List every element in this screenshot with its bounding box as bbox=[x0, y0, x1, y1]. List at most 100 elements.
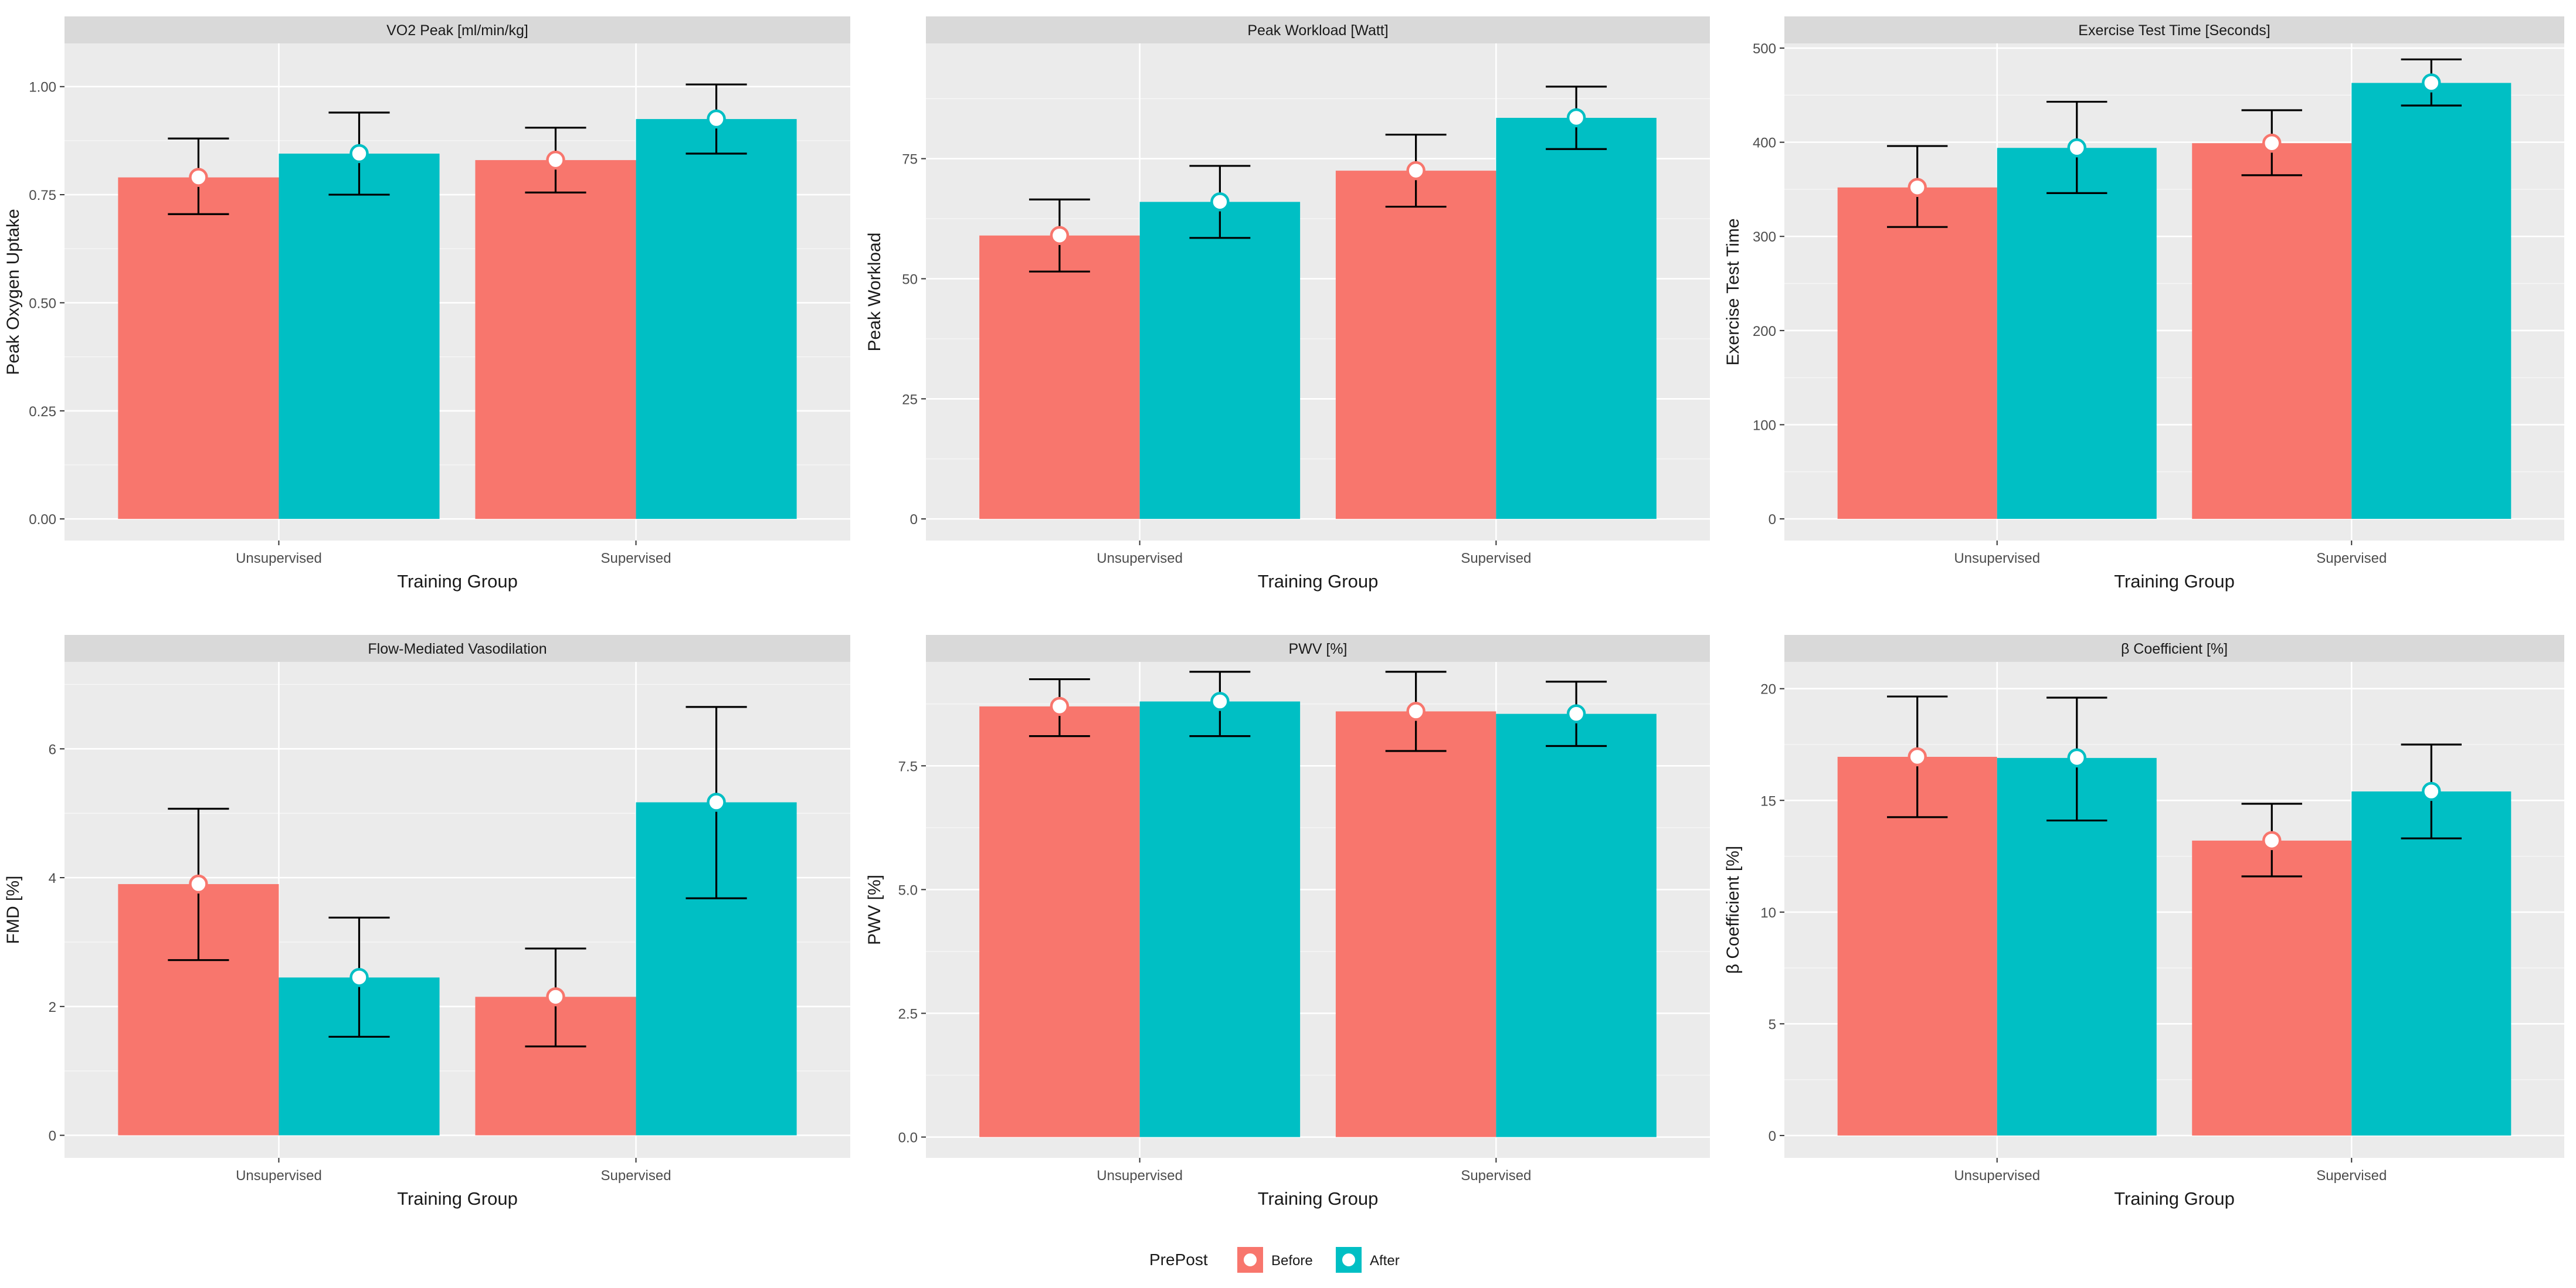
legend-key-after bbox=[1336, 1247, 1362, 1273]
bar-after-unsupervised bbox=[1997, 148, 2157, 519]
x-axis-title: Training Group bbox=[1258, 1188, 1379, 1209]
y-tick-label: 400 bbox=[1753, 135, 1776, 151]
x-tick-label: Unsupervised bbox=[1954, 1168, 2040, 1184]
mean-point-after-supervised bbox=[1568, 110, 1584, 126]
y-tick-label: 7.5 bbox=[898, 759, 918, 774]
y-tick-label: 6 bbox=[49, 742, 56, 757]
bar-before-supervised bbox=[475, 160, 636, 519]
mean-point-before-unsupervised bbox=[1051, 227, 1068, 244]
chart-panel-6: β Coefficient [%]05101520Unsupervised Sup… bbox=[1723, 635, 2564, 1209]
y-tick-label: 2 bbox=[49, 1000, 56, 1015]
x-tick-label: Supervised bbox=[601, 550, 671, 566]
facet-title: PWV [%] bbox=[1288, 641, 1347, 657]
y-tick-label: 25 bbox=[902, 392, 918, 407]
bar-before-supervised bbox=[2192, 143, 2351, 519]
y-tick-label: 1.00 bbox=[29, 80, 56, 96]
y-tick-label: 200 bbox=[1753, 324, 1776, 339]
legend-marker-after bbox=[1341, 1252, 1356, 1267]
mean-point-before-supervised bbox=[2263, 135, 2280, 151]
bar-before-unsupervised bbox=[1838, 188, 1997, 519]
mean-point-after-supervised bbox=[708, 111, 725, 127]
x-tick-label: Supervised bbox=[601, 1168, 671, 1184]
mean-point-before-supervised bbox=[548, 988, 564, 1005]
mean-point-after-unsupervised bbox=[351, 145, 368, 162]
y-axis-title: β Coefficient [%] bbox=[1723, 846, 1743, 974]
bar-after-unsupervised bbox=[1140, 202, 1300, 519]
mean-point-after-supervised bbox=[2423, 783, 2439, 800]
y-tick-label: 0 bbox=[910, 512, 918, 528]
x-tick-label: Unsupervised bbox=[236, 550, 322, 566]
y-tick-label: 50 bbox=[902, 271, 918, 287]
mean-point-before-supervised bbox=[1408, 162, 1424, 179]
bar-after-supervised bbox=[636, 119, 797, 519]
mean-point-after-supervised bbox=[708, 794, 725, 811]
bar-after-supervised bbox=[2351, 791, 2511, 1136]
y-tick-label: 75 bbox=[902, 152, 918, 168]
facet-title: Peak Workload [Watt] bbox=[1247, 22, 1388, 39]
mean-point-before-unsupervised bbox=[190, 876, 206, 892]
x-tick-label: Unsupervised bbox=[236, 1168, 322, 1184]
y-tick-label: 0 bbox=[1769, 1129, 1776, 1144]
bar-before-unsupervised bbox=[979, 236, 1139, 519]
x-axis-title: Training Group bbox=[1258, 571, 1379, 592]
y-tick-label: 0 bbox=[49, 1129, 56, 1144]
y-tick-label: 300 bbox=[1753, 229, 1776, 245]
mean-point-before-unsupervised bbox=[1909, 749, 1926, 765]
y-tick-label: 5 bbox=[1769, 1017, 1776, 1032]
y-tick-label: 15 bbox=[1760, 793, 1776, 809]
y-tick-label: 2.5 bbox=[898, 1006, 918, 1022]
chart-panel-1: VO2 Peak [ml/min/kg] 0.00 0.25 0.50 0.75 1.00… bbox=[4, 16, 850, 592]
y-tick-label: 500 bbox=[1753, 41, 1776, 57]
mean-point-after-supervised bbox=[2423, 74, 2439, 91]
x-axis-title: Training Group bbox=[2114, 1188, 2235, 1209]
y-tick-label: 0 bbox=[1769, 512, 1776, 528]
x-tick-label: Unsupervised bbox=[1097, 550, 1183, 566]
mean-point-after-unsupervised bbox=[2069, 140, 2085, 156]
chart-panel-3: Exercise Test Time [Seconds] 0 100 200 300 40… bbox=[1723, 16, 2564, 592]
facet-title: Exercise Test Time [Seconds] bbox=[2078, 22, 2270, 39]
mean-point-before-unsupervised bbox=[1051, 698, 1068, 715]
y-tick-label: 10 bbox=[1760, 905, 1776, 921]
y-tick-label: 0.0 bbox=[898, 1130, 918, 1146]
chart-panel-5: PWV [%]0.02.55.07.5Unsupervised Supervise… bbox=[865, 635, 1710, 1209]
bar-before-supervised bbox=[1336, 171, 1496, 519]
y-axis-title: Exercise Test Time bbox=[1723, 218, 1743, 365]
bar-before-supervised bbox=[2192, 841, 2351, 1136]
y-tick-label: 0.75 bbox=[29, 188, 56, 203]
mean-point-after-supervised bbox=[1568, 706, 1584, 722]
legend-marker-before bbox=[1243, 1252, 1258, 1267]
legend-title: PrePost bbox=[1149, 1250, 1208, 1269]
mean-point-before-supervised bbox=[1408, 703, 1424, 719]
x-tick-label: Supervised bbox=[1461, 550, 1531, 566]
y-tick-label: 5.0 bbox=[898, 882, 918, 898]
mean-point-after-unsupervised bbox=[1211, 193, 1228, 210]
y-tick-label: 100 bbox=[1753, 417, 1776, 433]
y-axis-title: PWV [%] bbox=[865, 875, 884, 945]
legend-label-after: After bbox=[1370, 1253, 1400, 1269]
mean-point-after-unsupervised bbox=[2069, 750, 2085, 766]
x-tick-label: Supervised bbox=[1461, 1168, 1531, 1184]
y-axis-title: Peak Oxygen Uptake bbox=[4, 209, 23, 375]
x-axis-title: Training Group bbox=[2114, 571, 2235, 592]
bar-after-supervised bbox=[2351, 83, 2511, 519]
y-tick-label: 0.25 bbox=[29, 404, 56, 420]
legend-label-before: Before bbox=[1271, 1253, 1313, 1269]
mean-point-after-unsupervised bbox=[351, 969, 368, 985]
legend-key-before bbox=[1237, 1247, 1263, 1273]
bar-after-unsupervised bbox=[1140, 702, 1300, 1137]
mean-point-before-unsupervised bbox=[190, 169, 206, 186]
facet-title: Flow-Mediated Vasodilation bbox=[368, 641, 547, 657]
chart-panel-4: Flow-Mediated Vasodilation 0 2 4 6 Unsupervis… bbox=[4, 635, 850, 1209]
y-tick-label: 0.50 bbox=[29, 295, 56, 311]
bar-after-supervised bbox=[1496, 714, 1656, 1137]
mean-point-before-unsupervised bbox=[1909, 179, 1926, 196]
chart-panel-2: Peak Workload [Watt] 0 25 50 75 Unsupervised S… bbox=[865, 16, 1710, 592]
y-axis-title: FMD [%] bbox=[4, 876, 23, 944]
figure-canvas: VO2 Peak [ml/min/kg]0.000.250.500.751.00… bbox=[0, 0, 2576, 1288]
y-tick-label: 20 bbox=[1760, 682, 1776, 698]
y-tick-label: 0.00 bbox=[29, 512, 56, 528]
facet-title: β Coefficient [%] bbox=[2121, 641, 2228, 657]
facet-title: VO2 Peak [ml/min/kg] bbox=[386, 22, 528, 39]
bar-before-supervised bbox=[1336, 711, 1496, 1137]
y-tick-label: 4 bbox=[49, 871, 56, 886]
